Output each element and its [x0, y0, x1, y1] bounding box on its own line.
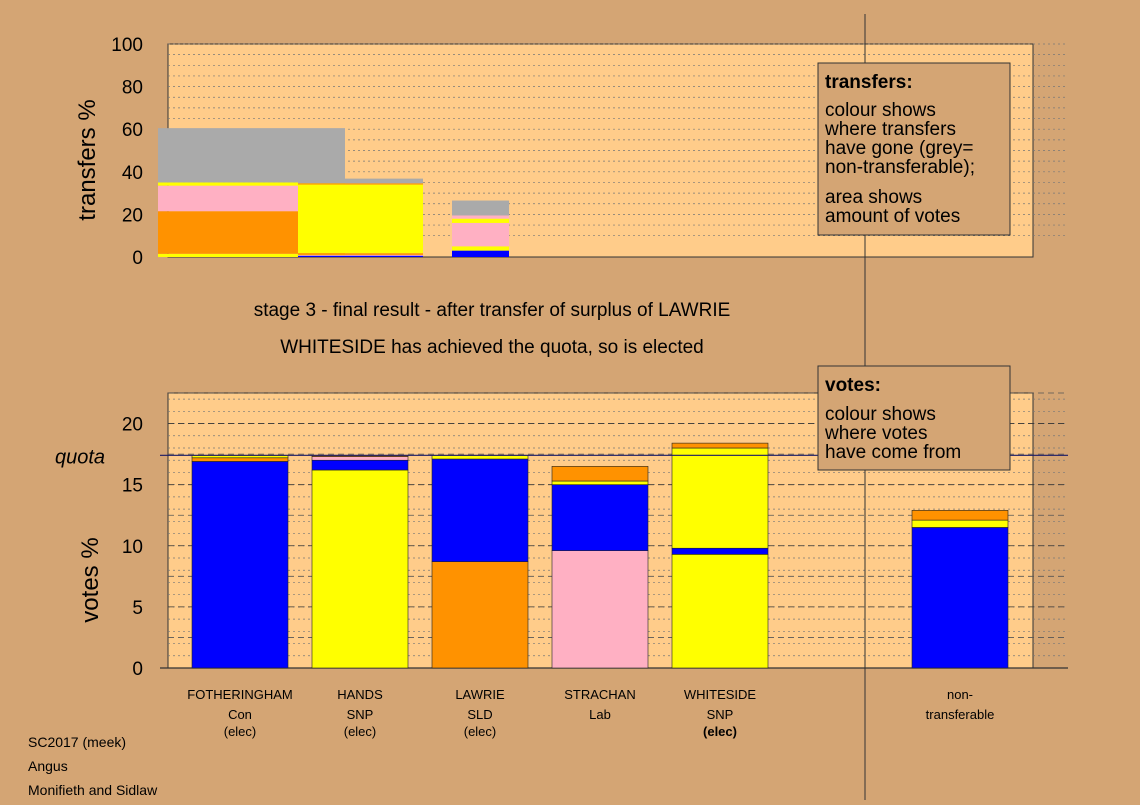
- vote-segment-con: [191, 461, 289, 669]
- transfers-legend-box: [817, 62, 1011, 236]
- candidate-name: non-: [947, 687, 973, 702]
- transfers-y-ticks: 0 20 40 60 80 100: [111, 35, 143, 269]
- candidate-name: STRACHAN: [564, 687, 636, 702]
- votes-y-tick-label: 20: [122, 415, 143, 436]
- vote-segment-con: [311, 459, 409, 471]
- vote-segment-snp: [671, 554, 769, 669]
- election-label: SC2017 (meek): [28, 734, 126, 750]
- votes-y-tick-label: 10: [122, 537, 143, 558]
- votes-y-ticks: 0 5 10 15 20: [122, 415, 143, 680]
- candidate-party: Lab: [589, 707, 611, 722]
- votes-panel: 0 5 10 15 20 FOTHERINGHAM Con (elec) HANDS SNP (e…: [55, 392, 1068, 739]
- candidate-name: HANDS: [337, 687, 383, 702]
- transfer-segment-lab: [452, 215, 509, 219]
- vote-segment-snp: [911, 519, 1009, 528]
- transfers-y-axis-label: transfers %: [74, 99, 101, 220]
- votes-legend: votes: colour shows where votes have com…: [817, 365, 1011, 471]
- transfers-legend-line: area shows: [825, 187, 922, 208]
- transfer-segment-nontransferable: [452, 200, 509, 216]
- transfers-legend-line: colour shows: [825, 100, 936, 121]
- votes-y-axis-label: votes %: [77, 537, 104, 622]
- transfers-legend-line: have gone (grey=: [825, 138, 973, 159]
- votes-candidate-labels: FOTHERINGHAM Con (elec) HANDS SNP (elec) LAWRI…: [187, 687, 994, 739]
- votes-legend-title: votes:: [825, 375, 881, 396]
- transfers-y-tick-label: 100: [111, 35, 143, 56]
- votes-y-tick-label: 5: [132, 598, 143, 619]
- vote-segment-con: [431, 458, 529, 562]
- transfer-segment-snp: [452, 218, 509, 223]
- vote-segment-snp: [671, 447, 769, 549]
- candidate-party: transferable: [926, 707, 995, 722]
- transfer-segment-lab: [452, 222, 509, 247]
- vote-segment-snp: [551, 480, 649, 485]
- transfers-legend: transfers: colour shows where transfers …: [817, 62, 1011, 236]
- transfer-segment-nontransferable: [158, 128, 345, 183]
- votes-y-tick-label: 15: [122, 476, 143, 497]
- transfer-segment-snp: [298, 184, 423, 254]
- transfer-segment-sld: [298, 253, 423, 255]
- transfer-segment-nontransferable: [298, 178, 423, 184]
- vote-bar: [311, 455, 409, 669]
- candidate-name: LAWRIE: [455, 687, 505, 702]
- candidate-status: (elec): [224, 724, 257, 739]
- transfer-segment-snp: [452, 246, 509, 251]
- votes-legend-line: have come from: [825, 442, 961, 463]
- vote-segment-con: [671, 547, 769, 555]
- vote-segment-sld: [911, 510, 1009, 521]
- transfer-segment-con: [298, 255, 423, 257]
- result-caption: WHITESIDE has achieved the quota, so is …: [280, 337, 704, 358]
- vote-segment-sld: [671, 442, 769, 449]
- ward-label: Monifieth and Sidlaw: [28, 782, 158, 798]
- vote-segment-sld: [551, 466, 649, 482]
- transfers-bars: [158, 128, 509, 257]
- transfers-legend-line: amount of votes: [825, 206, 960, 227]
- vote-bar: [551, 466, 649, 669]
- vote-segment-sld: [191, 457, 289, 462]
- transfer-segment-con: [452, 250, 509, 257]
- quota-label: quota: [55, 446, 105, 468]
- transfers-y-tick-label: 0: [132, 248, 143, 269]
- transfer-segment-snp: [158, 182, 345, 186]
- candidate-name: FOTHERINGHAM: [187, 687, 292, 702]
- vote-bar: [191, 455, 289, 669]
- council-label: Angus: [28, 758, 68, 774]
- transfers-legend-line: where transfers: [824, 119, 956, 140]
- candidate-status: (elec): [464, 724, 497, 739]
- vote-bar: [431, 455, 529, 669]
- vote-segment-snp: [311, 469, 409, 669]
- vote-segment-con: [551, 484, 649, 551]
- vote-segment-con: [911, 527, 1009, 669]
- transfers-y-tick-label: 80: [122, 78, 143, 99]
- vote-bar: [911, 510, 1009, 669]
- votes-bars: [191, 442, 1009, 669]
- candidate-status: (elec): [344, 724, 377, 739]
- transfer-segment-snp: [158, 253, 345, 257]
- transfers-legend-title: transfers:: [825, 72, 913, 93]
- transfer-segment-lab: [298, 254, 423, 256]
- votes-legend-line: colour shows: [825, 404, 936, 425]
- candidate-status: (elec): [703, 724, 737, 739]
- votes-legend-box: [817, 365, 1011, 471]
- candidate-party: SNP: [707, 707, 734, 722]
- vote-segment-lab: [311, 456, 409, 461]
- transfers-y-tick-label: 60: [122, 120, 143, 141]
- candidate-name: WHITESIDE: [684, 687, 757, 702]
- vote-segment-lab: [551, 550, 649, 669]
- votes-y-tick-label: 0: [132, 659, 143, 680]
- votes-legend-line: where votes: [824, 423, 927, 444]
- transfer-segment-sld: [298, 183, 423, 185]
- transfers-y-tick-label: 20: [122, 205, 143, 226]
- candidate-party: SLD: [467, 707, 492, 722]
- transfers-y-tick-label: 40: [122, 163, 143, 184]
- vote-bar: [671, 442, 769, 669]
- vote-segment-sld: [431, 561, 529, 669]
- transfers-legend-line: non-transferable);: [825, 157, 975, 178]
- candidate-party: SNP: [347, 707, 374, 722]
- candidate-party: Con: [228, 707, 252, 722]
- stage-caption: stage 3 - final result - after transfer …: [254, 300, 731, 321]
